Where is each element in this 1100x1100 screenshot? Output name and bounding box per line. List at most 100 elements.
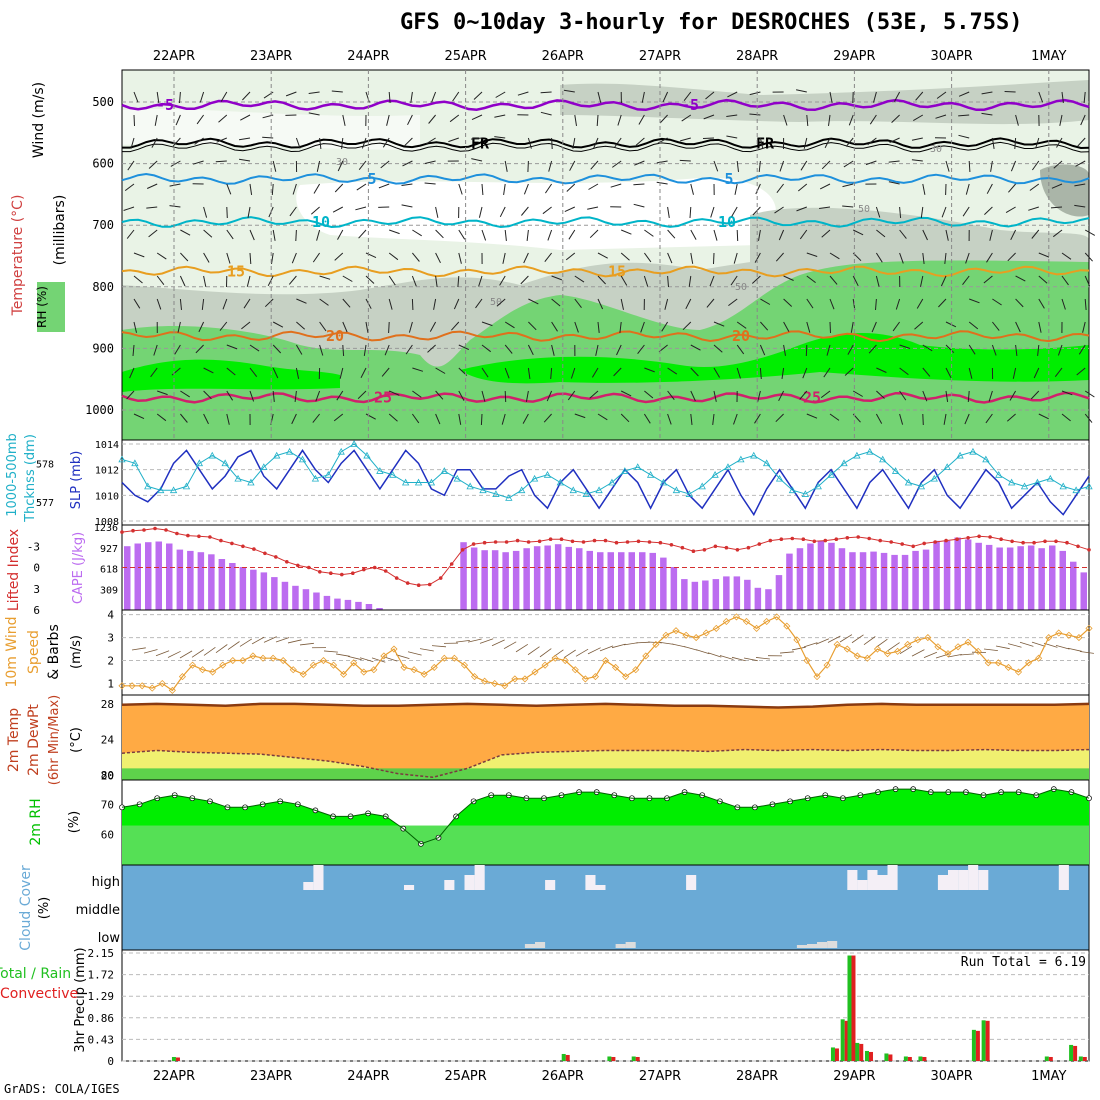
precip-label-conv: Convective <box>0 986 78 1002</box>
cape-bar <box>344 599 352 610</box>
wind10-barb <box>755 657 770 660</box>
wind10-barb <box>563 649 576 659</box>
wind10-barb <box>335 653 350 657</box>
wind-barb <box>133 413 145 420</box>
wind-barb <box>569 160 576 171</box>
wind-barb <box>540 91 552 94</box>
thickness-point <box>775 474 784 482</box>
wind-barb <box>751 275 761 284</box>
precip-conv-bar <box>888 1054 893 1061</box>
wind10-point <box>773 613 781 621</box>
slp-line <box>121 449 1090 517</box>
cape-bar <box>334 598 341 610</box>
wind-barb <box>473 91 483 100</box>
date-label-bottom: 25APR <box>444 1069 486 1084</box>
cloud-low-bar <box>615 944 626 948</box>
wind-barb <box>1061 252 1072 260</box>
wind10-point <box>440 654 448 662</box>
wind-barb <box>522 413 529 424</box>
wind-barb <box>527 137 532 149</box>
thickness-point <box>930 474 938 482</box>
wind-barb <box>342 321 348 333</box>
wind-barb <box>504 321 515 329</box>
wind-barb <box>968 367 973 379</box>
wind-barb <box>156 252 167 260</box>
cape-bar <box>985 544 993 610</box>
wind-barb <box>146 206 158 209</box>
cloud-high-bar <box>968 865 979 890</box>
wind-barb <box>888 160 900 163</box>
wind-barb <box>752 206 761 216</box>
wind-barb <box>544 252 552 263</box>
wind-barb <box>680 137 691 142</box>
thickness-point <box>879 455 887 463</box>
cape-bar <box>271 577 278 610</box>
temp2m-ground <box>122 768 1089 780</box>
wind-barb <box>829 91 833 103</box>
wind-barb <box>667 275 669 288</box>
cape-label: CAPE (J/kg) <box>71 532 86 604</box>
rh2m-low-band <box>122 825 1089 865</box>
wind-barb <box>667 390 675 401</box>
wind-barb <box>1053 160 1063 169</box>
wind10-point <box>370 666 378 674</box>
rh-humid-layer <box>122 260 1089 440</box>
wind-barb <box>1074 183 1086 187</box>
wind-barb <box>216 137 227 143</box>
thickness-point <box>518 486 526 494</box>
wind-barb <box>920 275 924 287</box>
wind-barb <box>958 91 970 97</box>
wind-barb <box>806 275 816 284</box>
wind-barb <box>405 344 413 355</box>
cape-bar <box>355 601 362 610</box>
wind10-point <box>470 673 479 681</box>
wind-barb <box>679 159 691 162</box>
wind10-barb <box>191 649 204 658</box>
wind-barb <box>1010 229 1017 241</box>
wind-barb <box>981 91 993 95</box>
wind10-point <box>450 654 458 662</box>
cape-bar <box>933 540 940 610</box>
wind10-panel-frame <box>121 609 1090 696</box>
thickness-point <box>118 455 126 463</box>
wind-barb <box>848 114 854 126</box>
isotherm-label-fr: FR <box>471 134 490 152</box>
wind-barb <box>218 114 228 123</box>
wind-barb <box>527 344 534 356</box>
wind-barb <box>783 321 790 332</box>
slp-tick: 1008 <box>95 517 119 528</box>
wind-barb <box>389 390 400 396</box>
wind-barb <box>170 160 181 167</box>
wind-barb <box>641 91 645 103</box>
cloud-high-bar <box>948 870 959 890</box>
wind-barb <box>1038 413 1049 420</box>
wind10-point <box>732 613 741 621</box>
cape-bar <box>607 552 614 610</box>
pressure-tick-label: 700 <box>92 218 114 232</box>
wind10-barb <box>179 650 193 659</box>
isotherm-t20 <box>121 330 1090 343</box>
wind-barb <box>778 229 785 241</box>
cape-bar <box>691 581 699 610</box>
wind-barb <box>1078 344 1086 355</box>
wind-barb <box>783 298 793 307</box>
rh-contour-label: 30 <box>930 144 942 155</box>
wind-barb <box>945 390 949 402</box>
rh2m-line <box>121 788 1090 845</box>
wind10-barb <box>1079 651 1094 654</box>
wind-barb <box>992 321 1000 331</box>
wind-barb <box>291 413 297 425</box>
wind10-barb <box>599 645 614 652</box>
wind-barb <box>388 413 398 422</box>
precip-conv-bar <box>1073 1045 1078 1061</box>
wind-barb <box>478 275 483 287</box>
wind10-point <box>178 673 187 681</box>
wind-barb <box>169 183 181 187</box>
wind-barb <box>922 367 931 377</box>
wind-barb <box>1006 413 1016 422</box>
precip-conv-bar <box>844 1020 849 1061</box>
wind-barb <box>331 90 343 93</box>
wind-barb <box>565 252 576 261</box>
wind-barb <box>911 159 923 162</box>
wind-barb <box>589 390 599 399</box>
